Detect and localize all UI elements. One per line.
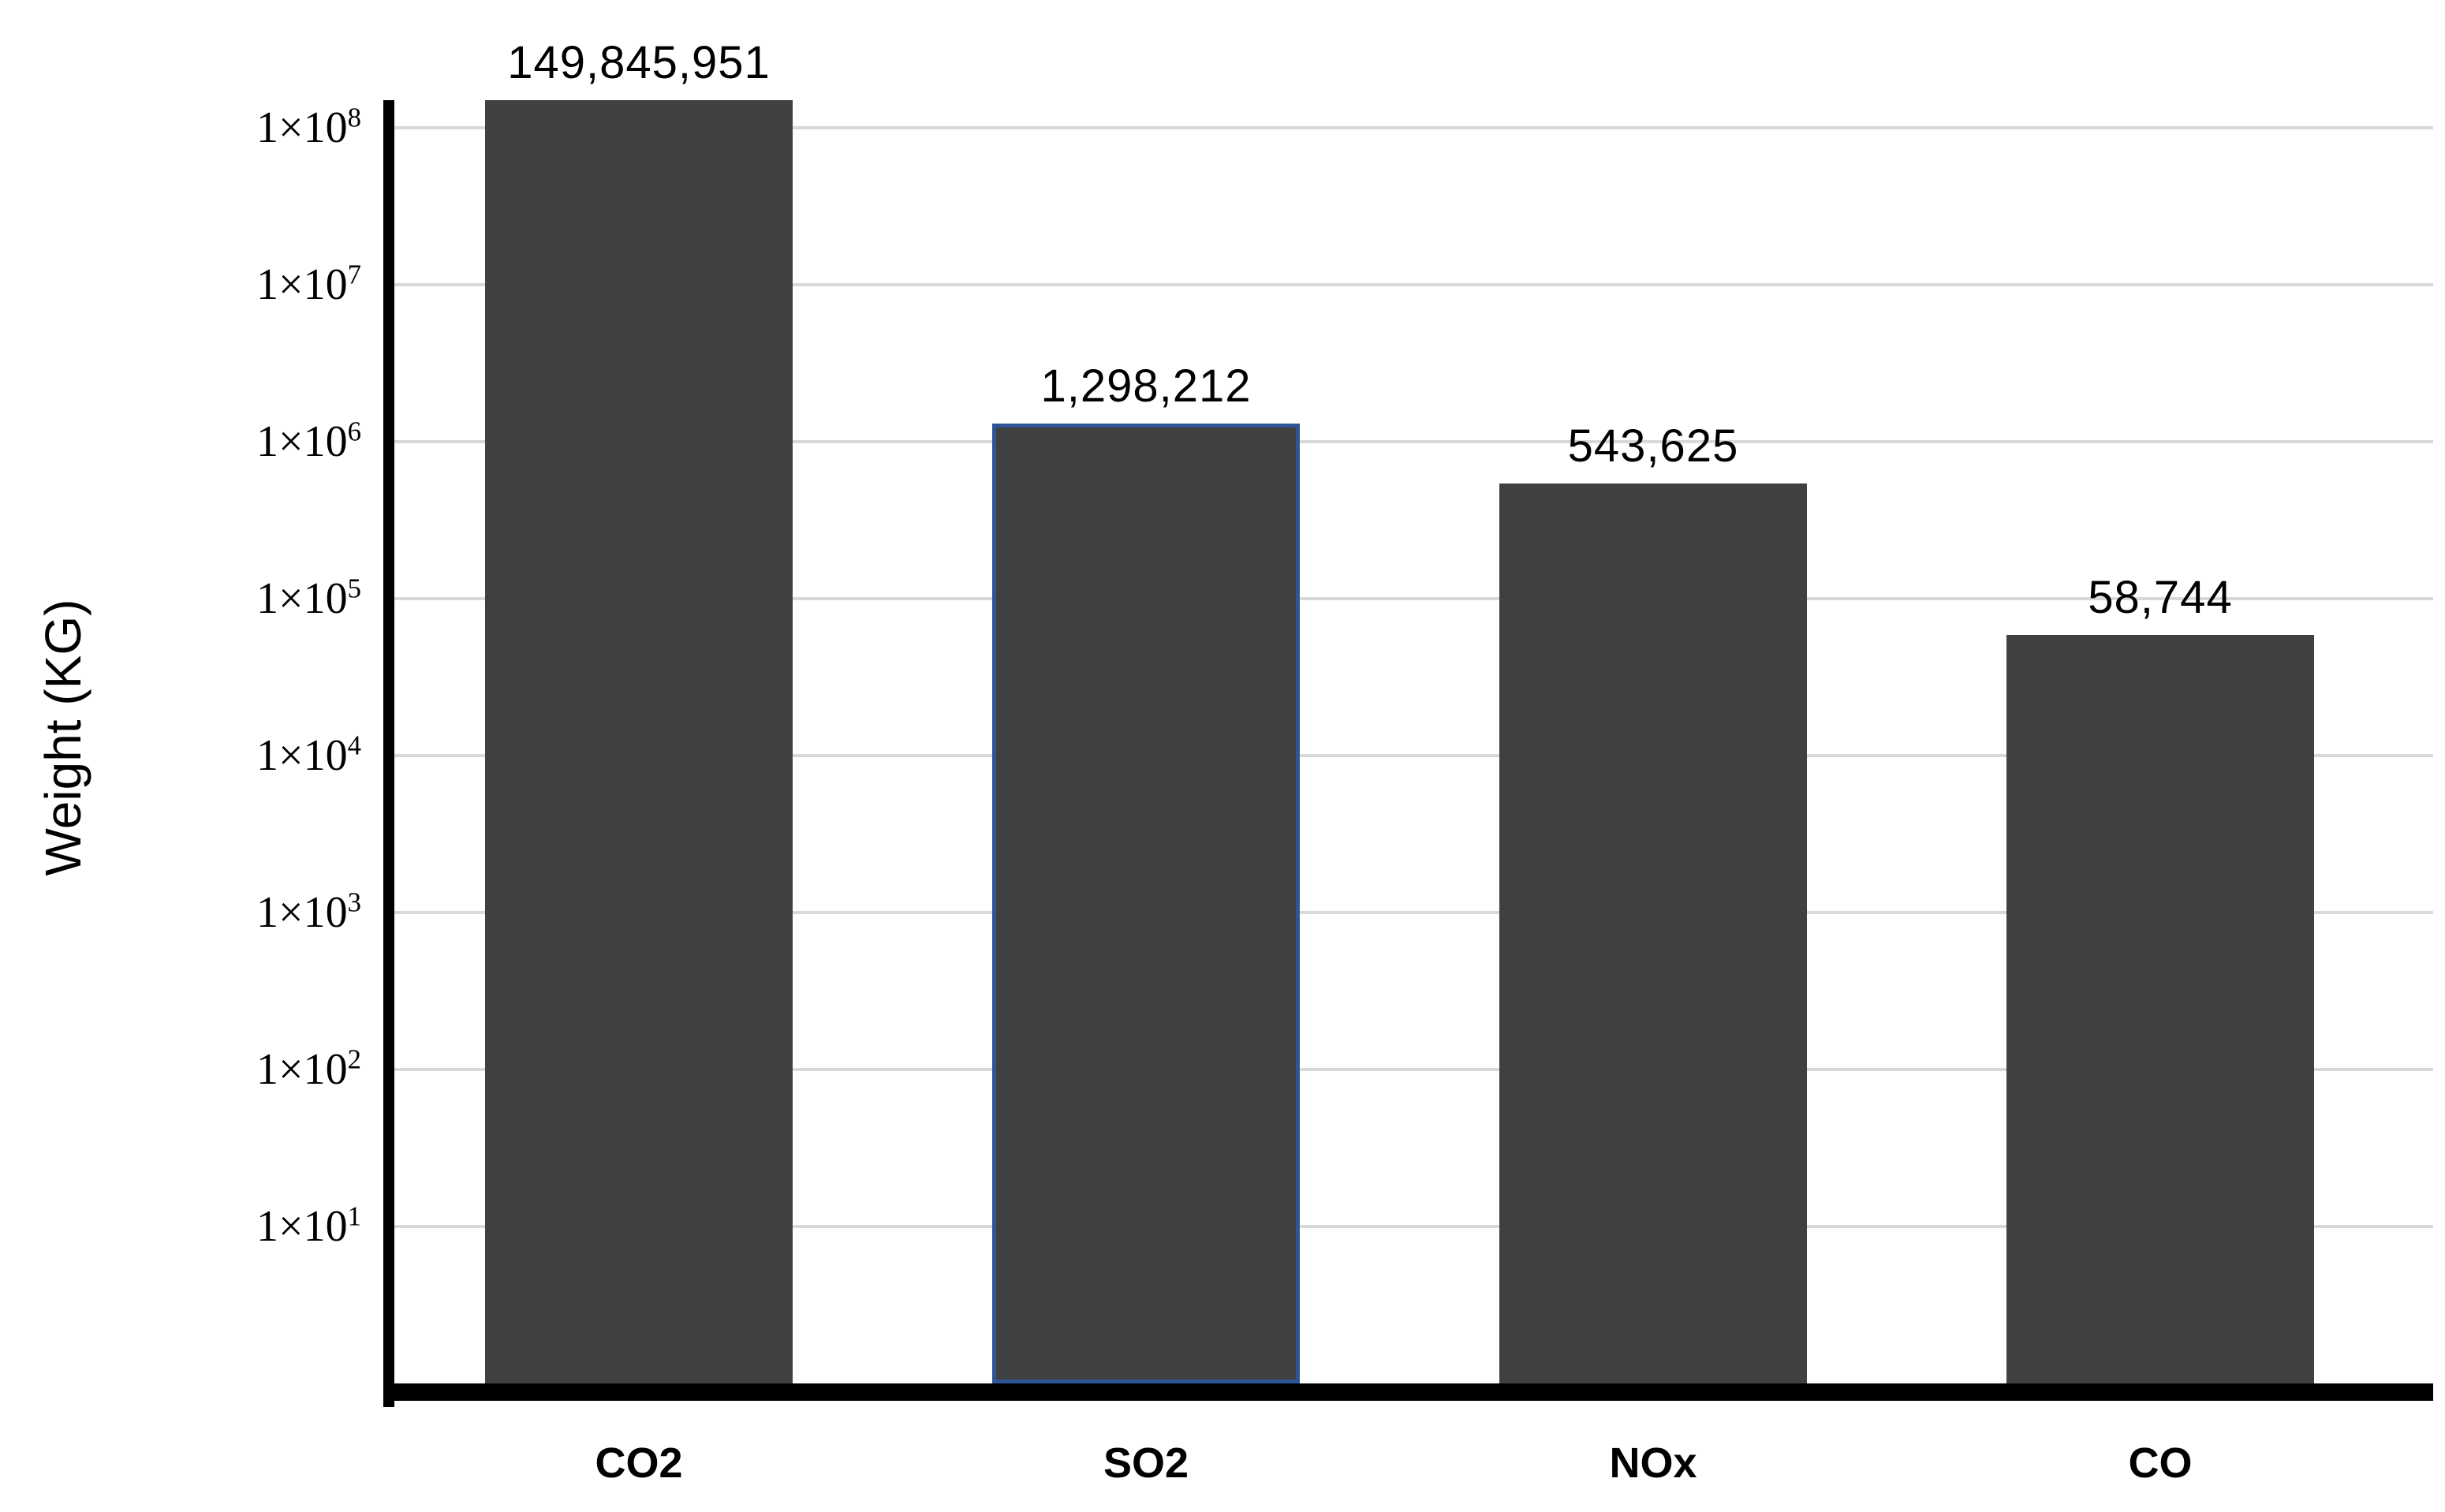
y-gridline-1e7	[394, 283, 2433, 286]
bar-value-label-co2: 149,845,951	[507, 37, 771, 89]
category-label-co2: CO2	[595, 1439, 683, 1487]
y-tick-label-1e5: 1×105	[256, 573, 361, 623]
bar-value-label-so2: 1,298,212	[1040, 360, 1252, 413]
y-tick-label-1e8: 1×108	[256, 102, 361, 152]
category-label-co: CO	[2128, 1439, 2193, 1487]
y-gridline-1e4	[394, 754, 2433, 757]
y-gridline-1e5	[394, 597, 2433, 600]
y-gridline-1e1	[394, 1225, 2433, 1228]
y-gridline-1e2	[394, 1068, 2433, 1071]
y-gridline-1e8	[394, 126, 2433, 129]
bar-value-label-nox: 543,625	[1567, 420, 1739, 472]
bar-co	[2006, 634, 2314, 1383]
y-tick-label-1e1: 1×101	[256, 1200, 361, 1251]
y-gridline-1e3	[394, 911, 2433, 914]
y-tick-label-1e6: 1×106	[256, 416, 361, 466]
y-tick-label-1e7: 1×107	[256, 259, 361, 309]
x-axis-line	[383, 1383, 2433, 1401]
bar-nox	[1499, 483, 1807, 1383]
y-tick-label-1e3: 1×103	[256, 887, 361, 937]
bar-so2	[992, 424, 1300, 1383]
y-tick-label-1e4: 1×104	[256, 730, 361, 780]
y-axis-line	[383, 100, 394, 1407]
bar-co2	[485, 100, 793, 1383]
y-gridline-1e6	[394, 440, 2433, 443]
y-axis-title: Weight (KG)	[35, 599, 91, 876]
category-label-so2: SO2	[1103, 1439, 1189, 1487]
y-tick-label-1e2: 1×102	[256, 1043, 361, 1094]
category-label-nox: NOx	[1609, 1439, 1697, 1487]
bar-value-label-co: 58,744	[2088, 571, 2233, 623]
